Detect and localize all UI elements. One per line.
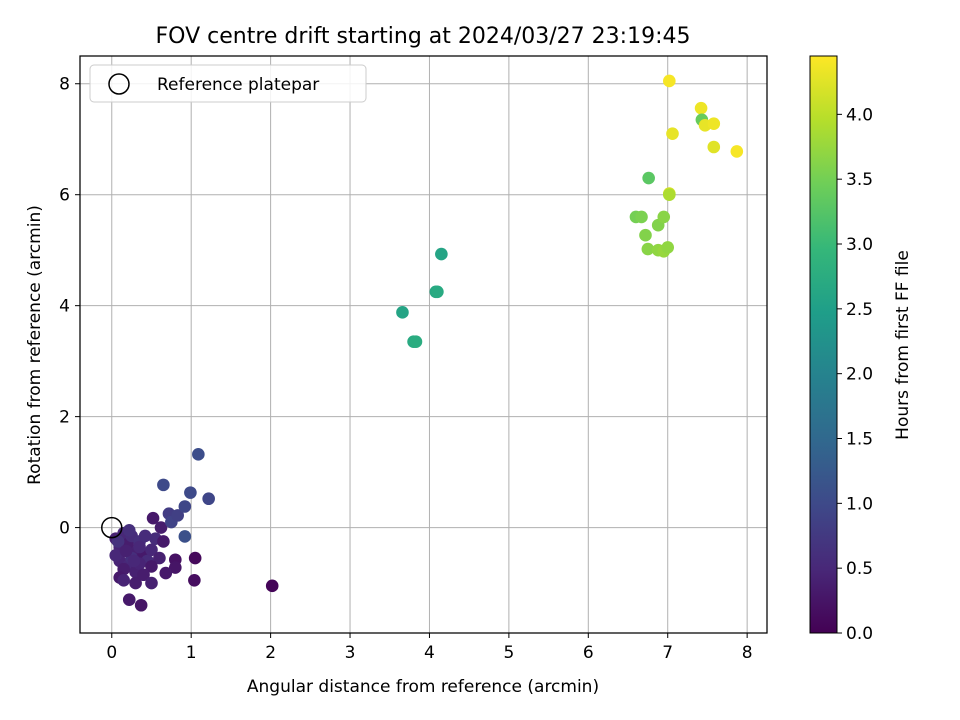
- colorbar-tick-label: 2.5: [846, 300, 873, 320]
- data-point: [435, 247, 448, 261]
- data-point: [635, 210, 648, 224]
- data-point: [159, 566, 173, 580]
- grid-lines: [80, 56, 767, 633]
- data-point: [431, 285, 444, 299]
- plot-frame: [79, 55, 768, 634]
- colorbar-tick-label: 0.5: [846, 559, 873, 579]
- data-points: [109, 74, 744, 612]
- data-point: [730, 145, 744, 158]
- chart-title: FOV centre drift starting at 2024/03/27 …: [156, 24, 691, 49]
- data-point: [178, 500, 192, 513]
- data-point: [134, 598, 148, 612]
- data-point: [137, 568, 150, 582]
- data-point: [661, 241, 675, 254]
- colorbar-tick-label: 1.0: [846, 494, 873, 514]
- data-point: [663, 74, 676, 88]
- data-point: [641, 242, 655, 256]
- data-point: [657, 210, 671, 224]
- legend-reference-marker-icon: [108, 73, 130, 95]
- data-point: [111, 535, 125, 548]
- colorbar-ticks: 0.0 0.5 1.0 1.5 2.0 2.5 3.0 3.5 4.0: [837, 105, 873, 644]
- y-tick-label: 2: [59, 408, 70, 428]
- data-point: [146, 511, 160, 525]
- data-point: [127, 554, 141, 568]
- colorbar-tick-label: 0.0: [846, 624, 873, 644]
- x-tick-label: 4: [424, 643, 435, 663]
- x-tick-label: 5: [503, 643, 514, 663]
- data-point: [133, 540, 146, 554]
- data-point: [663, 188, 676, 202]
- data-point: [157, 535, 170, 548]
- legend-box: [89, 64, 367, 103]
- y-tick-label: 6: [59, 186, 70, 206]
- y-axis-label: Rotation from reference (arcmin): [25, 205, 45, 485]
- data-point: [178, 530, 192, 543]
- x-tick-label: 2: [265, 643, 276, 663]
- colorbar-tick-label: 3.5: [846, 170, 873, 190]
- data-point: [171, 509, 184, 522]
- colorbar-label: Hours from first FF file: [893, 250, 913, 440]
- reference-platepar-marker: [101, 516, 123, 539]
- colorbar-gradient: [809, 55, 838, 634]
- y-tick-label: 8: [59, 75, 70, 95]
- data-point: [119, 544, 133, 558]
- data-point: [188, 551, 202, 565]
- x-tick-label: 6: [583, 643, 594, 663]
- x-axis-label: Angular distance from reference (arcmin): [247, 677, 599, 697]
- x-tick-label: 8: [742, 643, 753, 663]
- legend: Reference platepar: [89, 64, 367, 103]
- data-point: [188, 573, 201, 587]
- data-point: [117, 573, 130, 587]
- data-point: [192, 448, 205, 461]
- y-axis-ticks: 0 2 4 6 8: [59, 75, 80, 539]
- data-point: [122, 524, 136, 537]
- colorbar: 0.0 0.5 1.0 1.5 2.0 2.5 3.0 3.5 4.0 Hours from f…: [809, 55, 913, 644]
- data-point: [184, 486, 197, 499]
- x-axis-ticks: 0 1 2 3 4 5 6 7 8: [106, 633, 753, 663]
- y-tick-label: 4: [59, 297, 70, 317]
- data-point: [666, 127, 679, 140]
- y-tick-label: 0: [59, 519, 70, 539]
- data-point: [122, 593, 136, 607]
- data-point: [145, 576, 158, 590]
- reference-marker-layer: [101, 516, 123, 539]
- legend-entry-reference-platepar: Reference platepar: [157, 75, 319, 95]
- data-point: [138, 529, 152, 543]
- data-point: [265, 579, 279, 593]
- x-tick-label: 0: [106, 643, 117, 663]
- data-point: [109, 549, 123, 562]
- data-point: [153, 551, 166, 565]
- data-point: [154, 521, 168, 534]
- x-tick-label: 1: [186, 643, 197, 663]
- x-tick-label: 3: [345, 643, 356, 663]
- colorbar-tick-label: 2.0: [846, 365, 873, 385]
- data-point: [639, 228, 652, 242]
- data-point: [202, 492, 215, 506]
- data-point: [129, 576, 142, 590]
- colorbar-tick-label: 4.0: [846, 105, 873, 125]
- colorbar-tick-label: 1.5: [846, 430, 873, 450]
- data-point: [409, 335, 423, 349]
- data-point: [157, 478, 170, 492]
- data-point: [642, 171, 655, 185]
- data-point: [145, 560, 158, 573]
- data-point: [707, 117, 721, 130]
- data-point: [169, 561, 182, 574]
- data-point: [396, 306, 409, 319]
- data-point: [707, 140, 721, 154]
- colorbar-tick-label: 3.0: [846, 235, 873, 255]
- x-tick-label: 7: [662, 643, 673, 663]
- data-point: [145, 543, 158, 557]
- data-point: [694, 101, 708, 115]
